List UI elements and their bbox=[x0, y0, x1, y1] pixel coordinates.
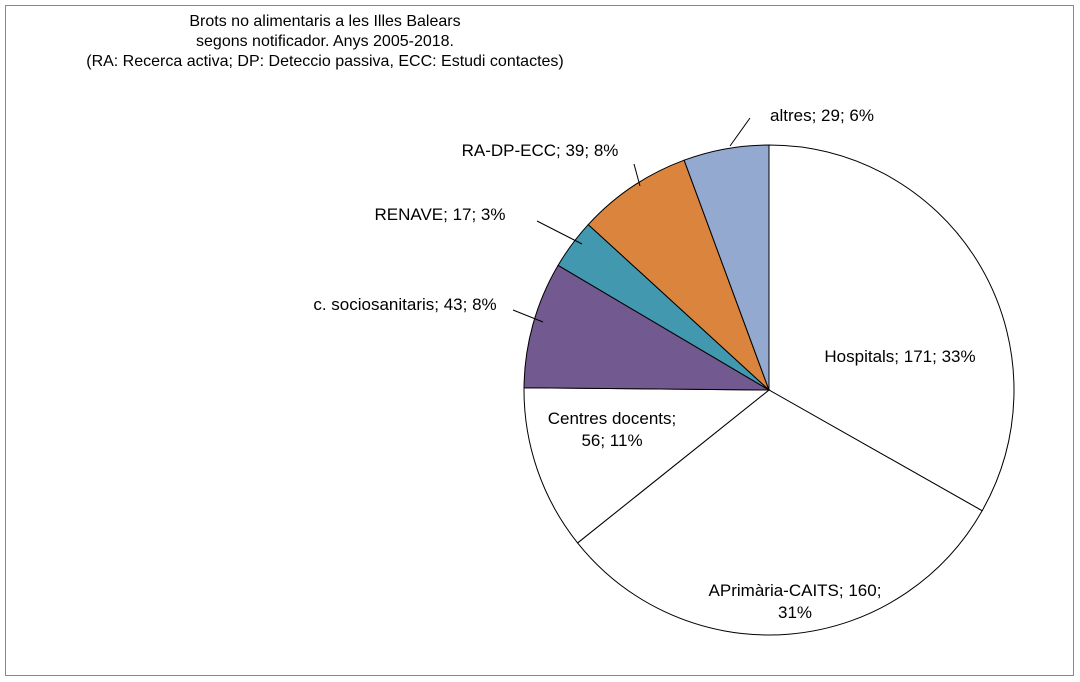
pie-slice bbox=[523, 264, 771, 391]
data-label: RENAVE; 17; 3% bbox=[374, 205, 506, 224]
pie-slice bbox=[576, 389, 983, 636]
leader-line bbox=[633, 163, 641, 187]
data-label: APrimària-CAITS; 160; 31% bbox=[708, 581, 882, 622]
data-label: Hospitals; 171; 33% bbox=[824, 347, 976, 366]
pie-slice bbox=[587, 159, 770, 391]
pie-slice bbox=[768, 144, 1015, 512]
chart-title: (RA: Recerca activa; DP: Deteccio passiv… bbox=[86, 53, 564, 70]
data-label: altres; 29; 6% bbox=[770, 106, 874, 125]
leader-line bbox=[512, 309, 544, 323]
chart-title: Brots no alimentaris a les Illes Balears bbox=[189, 13, 461, 30]
leader-line bbox=[729, 117, 751, 147]
data-label: RA-DP-ECC; 39; 8% bbox=[461, 141, 619, 160]
pie-slice bbox=[683, 144, 770, 391]
pie-slice bbox=[523, 387, 771, 544]
data-label: c. sociosanitaris; 43; 8% bbox=[313, 295, 497, 314]
chart-title: segons notificador. Anys 2005-2018. bbox=[196, 33, 454, 50]
leader-line bbox=[536, 220, 583, 245]
data-label: Centres docents; 56; 11% bbox=[547, 409, 677, 450]
